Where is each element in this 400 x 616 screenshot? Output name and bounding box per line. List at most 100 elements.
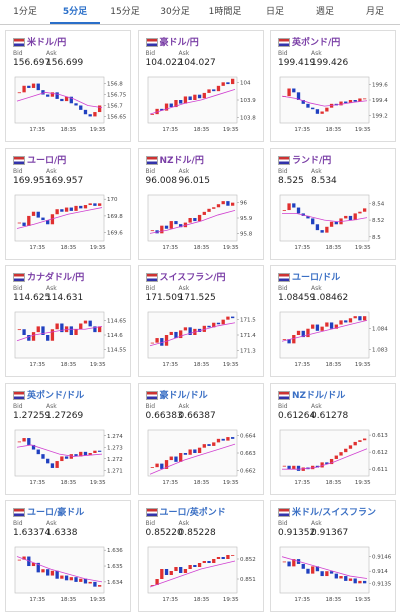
candle bbox=[292, 465, 296, 469]
tab[interactable]: 月足 bbox=[365, 7, 384, 17]
candle bbox=[22, 329, 26, 335]
ask-label: Ask bbox=[178, 402, 190, 410]
pair-title[interactable]: スイスフラン/円 bbox=[159, 273, 226, 283]
candle bbox=[150, 585, 154, 586]
x-tick-label: 17:35 bbox=[294, 362, 310, 368]
pair-title[interactable]: 豪ドル/ドル bbox=[159, 390, 208, 401]
candle bbox=[64, 96, 69, 102]
bid: 1.08459 bbox=[278, 293, 316, 303]
pair-title[interactable]: NZドル/ドル bbox=[292, 390, 346, 401]
moving-average bbox=[16, 91, 103, 109]
pair-title[interactable]: ユーロ/円 bbox=[27, 155, 67, 166]
currency-card[interactable]: ランド/円 Bid Ask 8.525 8.534 8.54 8.52 8.5 17:35 18:… bbox=[270, 147, 396, 260]
tab[interactable]: 週足 bbox=[315, 7, 334, 17]
tab[interactable]: 30分足 bbox=[160, 7, 190, 17]
candle bbox=[202, 92, 206, 99]
x-tick-label: 18:35 bbox=[325, 597, 341, 603]
candle bbox=[27, 335, 31, 341]
candle bbox=[315, 109, 320, 114]
currency-card[interactable]: カナダドル/円 Bid Ask 114.625 114.631 114.65 114.6 11… bbox=[5, 265, 131, 377]
plot-frame bbox=[14, 546, 105, 594]
candle bbox=[206, 89, 211, 93]
candle bbox=[154, 338, 159, 343]
pair-title[interactable]: 英ポンド/円 bbox=[292, 38, 341, 48]
currency-card[interactable]: ユーロ/豪ドル Bid Ask 1.63374 1.6338 1.636 1.635 1.63… bbox=[5, 500, 131, 612]
tab[interactable]: 5分足 bbox=[50, 0, 100, 24]
pair-title[interactable]: 米ドル/スイスフラン bbox=[292, 508, 377, 518]
tab[interactable]: 日足 bbox=[265, 7, 284, 17]
tab[interactable]: 1時間足 bbox=[208, 7, 242, 17]
currency-card[interactable]: ユーロ/英ポンド Bid Ask 0.85220 0.85228 0.852 0.851 17… bbox=[137, 500, 264, 612]
ask: 1.08462 bbox=[311, 293, 349, 303]
candle bbox=[164, 569, 168, 575]
currency-card[interactable]: 豪ドル/円 Bid Ask 104.022 104.027 104 103.9 103.8 17… bbox=[137, 30, 264, 142]
candle bbox=[221, 82, 225, 86]
currency-card[interactable]: NZドル/ドル Bid Ask 0.61264 0.61278 0.613 0.612 0.6… bbox=[270, 382, 396, 495]
candle bbox=[83, 451, 88, 455]
bid-label: Bid bbox=[278, 50, 288, 57]
y-tick-label: 1.083 bbox=[372, 348, 388, 354]
candle bbox=[292, 88, 296, 93]
y-tick-label: 0.612 bbox=[372, 450, 388, 456]
candle bbox=[202, 325, 206, 332]
currency-card[interactable]: 米ドル/スイスフラン Bid Ask 0.91352 0.91367 0.9146 0.91… bbox=[270, 500, 396, 612]
pair-title[interactable]: NZドル/円 bbox=[159, 155, 204, 166]
candle bbox=[344, 448, 348, 452]
candle bbox=[206, 208, 211, 212]
candle bbox=[329, 571, 334, 574]
candle bbox=[41, 326, 45, 335]
candle bbox=[221, 438, 225, 441]
candle bbox=[69, 326, 73, 335]
currency-card[interactable]: 英ポンド/円 Bid Ask 199.419 199.426 199.6 199.4 199.… bbox=[270, 30, 396, 142]
candle bbox=[325, 571, 329, 577]
candle bbox=[22, 437, 26, 441]
candle bbox=[325, 226, 329, 233]
currency-card[interactable]: ユーロ/円 Bid Ask 169.953 169.957 170 169.8 169.6 17… bbox=[5, 147, 131, 260]
tab[interactable]: 15分足 bbox=[110, 7, 140, 17]
candle bbox=[334, 455, 338, 459]
y-tick-label: 0.851 bbox=[240, 577, 256, 583]
mini-chart: 156.8 156.75 156.7 156.65 17:35 18:35 19:35 bbox=[14, 76, 127, 133]
x-tick-label: 17:35 bbox=[29, 597, 45, 603]
candle bbox=[311, 566, 315, 574]
pair-title[interactable]: ユーロ/ドル bbox=[292, 273, 341, 283]
pair-title[interactable]: 英ポンド/ドル bbox=[27, 390, 85, 401]
y-tick-label: 1.636 bbox=[107, 548, 123, 554]
pair-title[interactable]: カナダドル/円 bbox=[27, 273, 85, 283]
pair-title[interactable]: ランド/円 bbox=[292, 155, 332, 166]
candle bbox=[169, 456, 173, 460]
x-tick-label: 18:35 bbox=[193, 362, 209, 368]
pair-title[interactable]: 豪ドル/円 bbox=[159, 38, 199, 48]
pair-title[interactable]: ユーロ/豪ドル bbox=[27, 508, 85, 518]
x-tick-label: 19:35 bbox=[355, 362, 371, 368]
bid: 0.91352 bbox=[278, 528, 316, 538]
ask-label: Ask bbox=[311, 167, 322, 175]
pair-title[interactable]: 米ドル/円 bbox=[27, 38, 67, 48]
candle bbox=[60, 323, 64, 333]
candle bbox=[230, 202, 234, 206]
candle bbox=[358, 98, 362, 102]
candle bbox=[311, 324, 315, 329]
x-tick-label: 17:35 bbox=[162, 245, 178, 251]
candle bbox=[329, 458, 334, 464]
tab[interactable]: 1分足 bbox=[13, 7, 37, 17]
candle bbox=[36, 211, 40, 218]
currency-card[interactable]: 米ドル/円 Bid Ask 156.697 156.699 156.8 156.75 156.… bbox=[5, 30, 131, 142]
moving-average bbox=[281, 319, 368, 342]
candle bbox=[178, 330, 182, 339]
currency-card[interactable]: 豪ドル/ドル Bid Ask 0.66383 0.66387 0.664 0.663 0.66… bbox=[137, 382, 264, 495]
candle bbox=[362, 207, 367, 212]
candle bbox=[97, 326, 102, 333]
candle bbox=[36, 562, 40, 573]
candle bbox=[97, 450, 102, 452]
currency-card[interactable]: スイスフラン/円 Bid Ask 171.509 171.525 171.5 171.4 17… bbox=[137, 265, 264, 377]
candle bbox=[178, 452, 182, 462]
candle bbox=[169, 103, 173, 108]
currency-card[interactable]: NZドル/円 Bid Ask 96.008 96.015 96 95.9 95.8 17:35 1… bbox=[137, 147, 264, 260]
pair-title[interactable]: ユーロ/英ポンド bbox=[159, 508, 226, 518]
candle bbox=[301, 212, 305, 216]
currency-card[interactable]: 英ポンド/ドル Bid Ask 1.27259 1.27269 1.274 1.273 1.2… bbox=[5, 382, 131, 495]
candle bbox=[93, 326, 97, 333]
x-tick-label: 18:35 bbox=[193, 480, 209, 486]
currency-card[interactable]: ユーロ/ドル Bid Ask 1.08459 1.08462 1.084 1.083 17:3… bbox=[270, 265, 396, 377]
